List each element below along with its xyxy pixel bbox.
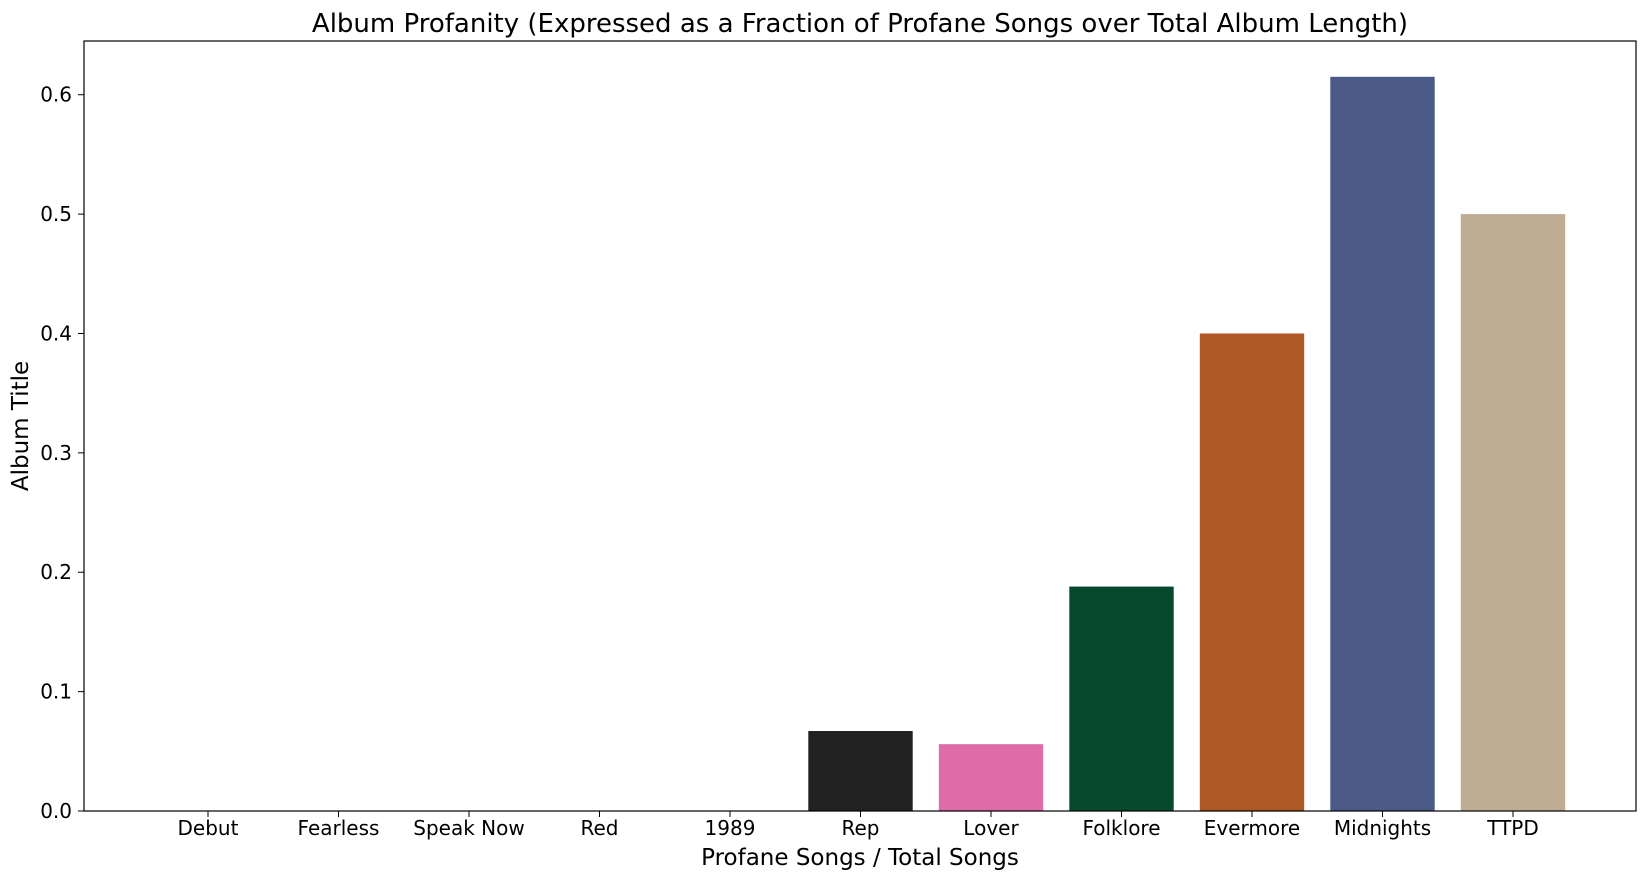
bar-ttpd: [1460, 214, 1566, 812]
x-tick-label: Midnights: [1334, 816, 1431, 840]
y-tick-label: 0.5: [40, 202, 72, 226]
y-tick-label: 0.0: [40, 799, 72, 823]
bar-lover: [938, 744, 1044, 811]
y-tick-label: 0.3: [40, 441, 72, 465]
x-tick-label: Red: [581, 816, 619, 840]
x-tick-label: Evermore: [1204, 816, 1300, 840]
x-tick-label: Fearless: [298, 816, 380, 840]
y-tick-label: 0.4: [40, 321, 72, 345]
bar-rep: [808, 731, 913, 811]
x-tick-label: 1989: [705, 816, 756, 840]
x-tick-label: Debut: [178, 816, 239, 840]
x-tick-label: Speak Now: [413, 816, 524, 840]
y-tick-label: 0.1: [40, 680, 72, 704]
x-tick-label: Rep: [842, 816, 880, 840]
x-tick-label: TTPD: [1486, 816, 1539, 840]
y-axis-label: Album Title: [8, 361, 34, 491]
y-tick-label: 0.6: [40, 83, 72, 107]
chart-title: Album Profanity (Expressed as a Fraction…: [312, 9, 1408, 39]
y-tick-label: 0.2: [40, 560, 72, 584]
x-tick-label: Folklore: [1082, 816, 1160, 840]
bars-group: [808, 76, 1566, 812]
x-axis-label: Profane Songs / Total Songs: [701, 845, 1019, 871]
y-axis: 0.0 0.1 0.2 0.3 0.4 0.5 0.6: [40, 83, 84, 823]
bar-midnights: [1330, 76, 1435, 811]
bar-folklore: [1069, 586, 1174, 811]
x-tick-label: Lover: [963, 816, 1019, 840]
bar-evermore: [1199, 333, 1305, 811]
x-axis: Debut Fearless Speak Now Red 1989 Rep Lover Fol…: [178, 811, 1539, 840]
